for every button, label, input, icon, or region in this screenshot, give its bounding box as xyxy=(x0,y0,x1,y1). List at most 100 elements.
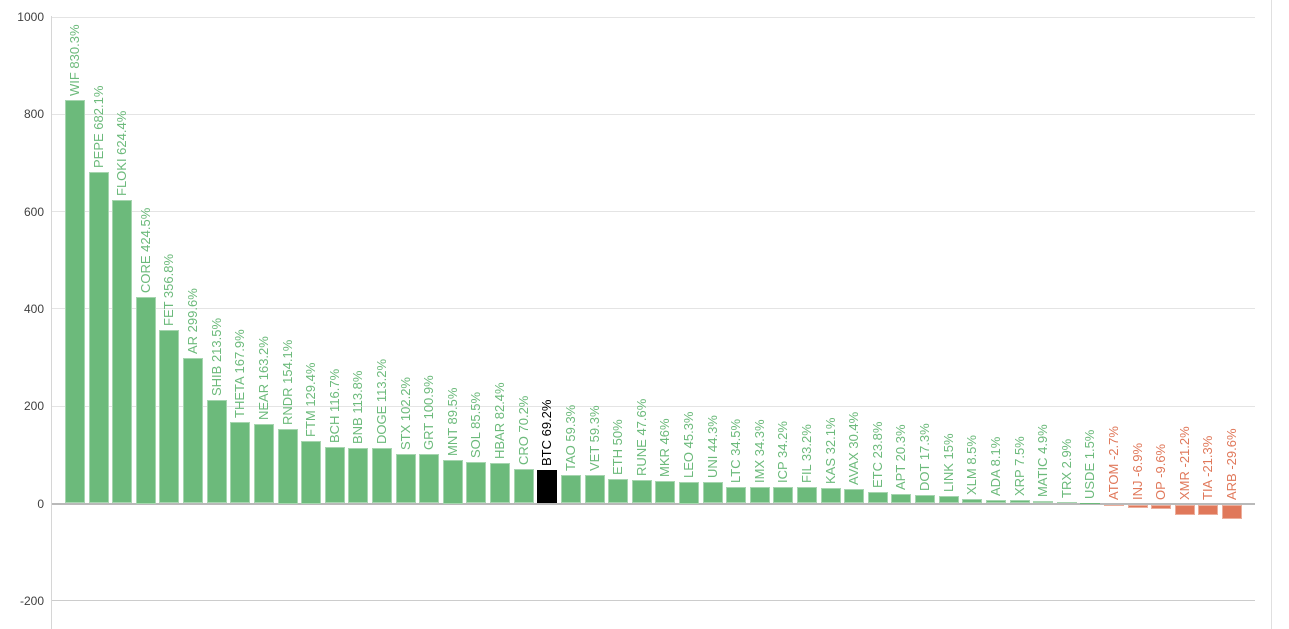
bar-label-rune: RUNE 47.6% xyxy=(633,398,649,477)
bar-fil[interactable] xyxy=(797,487,817,504)
y-gridline xyxy=(51,308,1255,310)
bar-tao[interactable] xyxy=(560,474,581,504)
bar-hbar[interactable] xyxy=(490,463,510,504)
bar-label-uni: UNI 44.3% xyxy=(704,415,720,478)
bar-label-atom: ATOM -2.7% xyxy=(1105,425,1121,500)
y-tick-label: 0 xyxy=(37,496,44,511)
y-tick-label: 800 xyxy=(23,107,44,122)
bar-label-sol: SOL 85.5% xyxy=(468,391,484,458)
bar-label-eth: ETH 50% xyxy=(610,419,626,476)
bar-mnt[interactable] xyxy=(442,460,463,504)
bar-xlm[interactable] xyxy=(962,499,983,504)
bar-xrp[interactable] xyxy=(1009,499,1030,504)
bar-doge[interactable] xyxy=(372,448,392,504)
bar-label-etc: ETC 23.8% xyxy=(869,421,885,488)
bar-core[interactable] xyxy=(135,297,156,504)
bar-stx[interactable] xyxy=(395,453,416,504)
bar-label-fet: FET 356.8% xyxy=(161,253,177,326)
y-tick-label: 600 xyxy=(23,204,44,219)
bar-label-icp: ICP 34.2% xyxy=(775,420,791,483)
bar-mkr[interactable] xyxy=(655,481,676,504)
bar-inj[interactable] xyxy=(1127,504,1148,508)
bar-ltc[interactable] xyxy=(726,486,747,504)
y-tick-label: 200 xyxy=(23,399,44,414)
bar-pepe[interactable] xyxy=(88,171,109,504)
y-gridline xyxy=(51,113,1255,115)
bar-matic[interactable] xyxy=(1033,501,1054,504)
bar-bch[interactable] xyxy=(324,446,345,504)
bar-label-cro: CRO 70.2% xyxy=(515,395,531,466)
bar-wif[interactable] xyxy=(65,99,85,504)
bar-arb[interactable] xyxy=(1222,504,1242,519)
bar-sol[interactable] xyxy=(466,461,487,504)
bar-bnb[interactable] xyxy=(348,448,369,504)
y-tick-label: 400 xyxy=(23,301,44,316)
bar-leo[interactable] xyxy=(678,481,699,504)
bar-theta[interactable] xyxy=(230,421,251,504)
bar-label-shib: SHIB 213.5% xyxy=(208,317,224,396)
bar-apt[interactable] xyxy=(891,493,912,504)
bar-label-pepe: PEPE 682.1% xyxy=(90,85,106,168)
bar-trx[interactable] xyxy=(1056,502,1077,504)
bar-rndr[interactable] xyxy=(277,428,298,504)
bar-label-xrp: XRP 7.5% xyxy=(1011,436,1027,496)
bar-label-vet: VET 59.3% xyxy=(586,405,602,471)
y-gridline xyxy=(51,211,1255,213)
bar-label-tao: TAO 59.3% xyxy=(562,404,578,471)
bar-label-near: NEAR 163.2% xyxy=(255,336,271,421)
bar-label-floki: FLOKI 624.4% xyxy=(114,110,130,196)
bar-kas[interactable] xyxy=(820,487,841,504)
bar-label-doge: DOGE 113.2% xyxy=(374,359,389,445)
bar-label-theta: THETA 167.9% xyxy=(232,329,248,418)
bar-etc[interactable] xyxy=(867,491,888,504)
chart-right-border xyxy=(1271,0,1272,629)
bar-atom[interactable] xyxy=(1103,504,1124,506)
bar-shib[interactable] xyxy=(206,399,227,504)
bar-label-hbar: HBAR 82.4% xyxy=(492,382,507,460)
bar-near[interactable] xyxy=(253,424,274,504)
bar-label-xmr: XMR -21.2% xyxy=(1176,425,1192,500)
bar-floki[interactable] xyxy=(112,199,133,504)
bar-label-core: CORE 424.5% xyxy=(137,207,153,293)
bar-cro[interactable] xyxy=(513,469,534,504)
bar-fet[interactable] xyxy=(159,329,180,504)
bar-label-xlm: XLM 8.5% xyxy=(964,435,980,496)
bar-label-rndr: RNDR 154.1% xyxy=(279,339,295,425)
bar-avax[interactable] xyxy=(844,488,865,504)
bar-label-link: LINK 15% xyxy=(940,433,956,493)
bar-label-mnt: MNT 89.5% xyxy=(444,387,460,456)
bar-op[interactable] xyxy=(1151,504,1172,510)
bar-ar[interactable] xyxy=(183,357,204,504)
bar-xmr[interactable] xyxy=(1174,504,1195,515)
bar-label-bnb: BNB 113.8% xyxy=(350,370,366,445)
bar-icp[interactable] xyxy=(773,486,794,504)
bar-rune[interactable] xyxy=(631,480,652,504)
y-gridline xyxy=(51,600,1255,602)
bar-label-dot: DOT 17.3% xyxy=(917,423,932,492)
bar-label-kas: KAS 32.1% xyxy=(822,417,838,484)
bar-btc[interactable] xyxy=(537,469,558,504)
bar-label-leo: LEO 45.3% xyxy=(680,411,696,478)
bar-eth[interactable] xyxy=(608,479,629,504)
bar-ada[interactable] xyxy=(985,499,1006,504)
bar-vet[interactable] xyxy=(584,474,605,504)
bar-tia[interactable] xyxy=(1198,504,1219,515)
bar-label-trx: TRX 2.9% xyxy=(1058,438,1074,499)
bar-uni[interactable] xyxy=(702,481,723,504)
bar-grt[interactable] xyxy=(419,454,440,504)
bar-imx[interactable] xyxy=(749,486,770,504)
bar-label-wif: WIF 830.3% xyxy=(67,24,82,96)
bar-label-fil: FIL 33.2% xyxy=(799,424,814,484)
bar-label-usde: USDE 1.5% xyxy=(1082,429,1098,499)
y-tick-label: 1000 xyxy=(17,10,44,24)
bar-ftm[interactable] xyxy=(301,440,322,504)
bar-link[interactable] xyxy=(938,496,959,504)
bar-label-ar: AR 299.6% xyxy=(185,287,201,354)
bar-usde[interactable] xyxy=(1080,502,1101,504)
y-axis-line xyxy=(51,16,52,629)
bar-dot[interactable] xyxy=(915,495,935,504)
bar-label-ltc: LTC 34.5% xyxy=(728,418,744,483)
bar-label-op: OP -9.6% xyxy=(1153,443,1169,500)
bar-label-ada: ADA 8.1% xyxy=(987,436,1003,496)
